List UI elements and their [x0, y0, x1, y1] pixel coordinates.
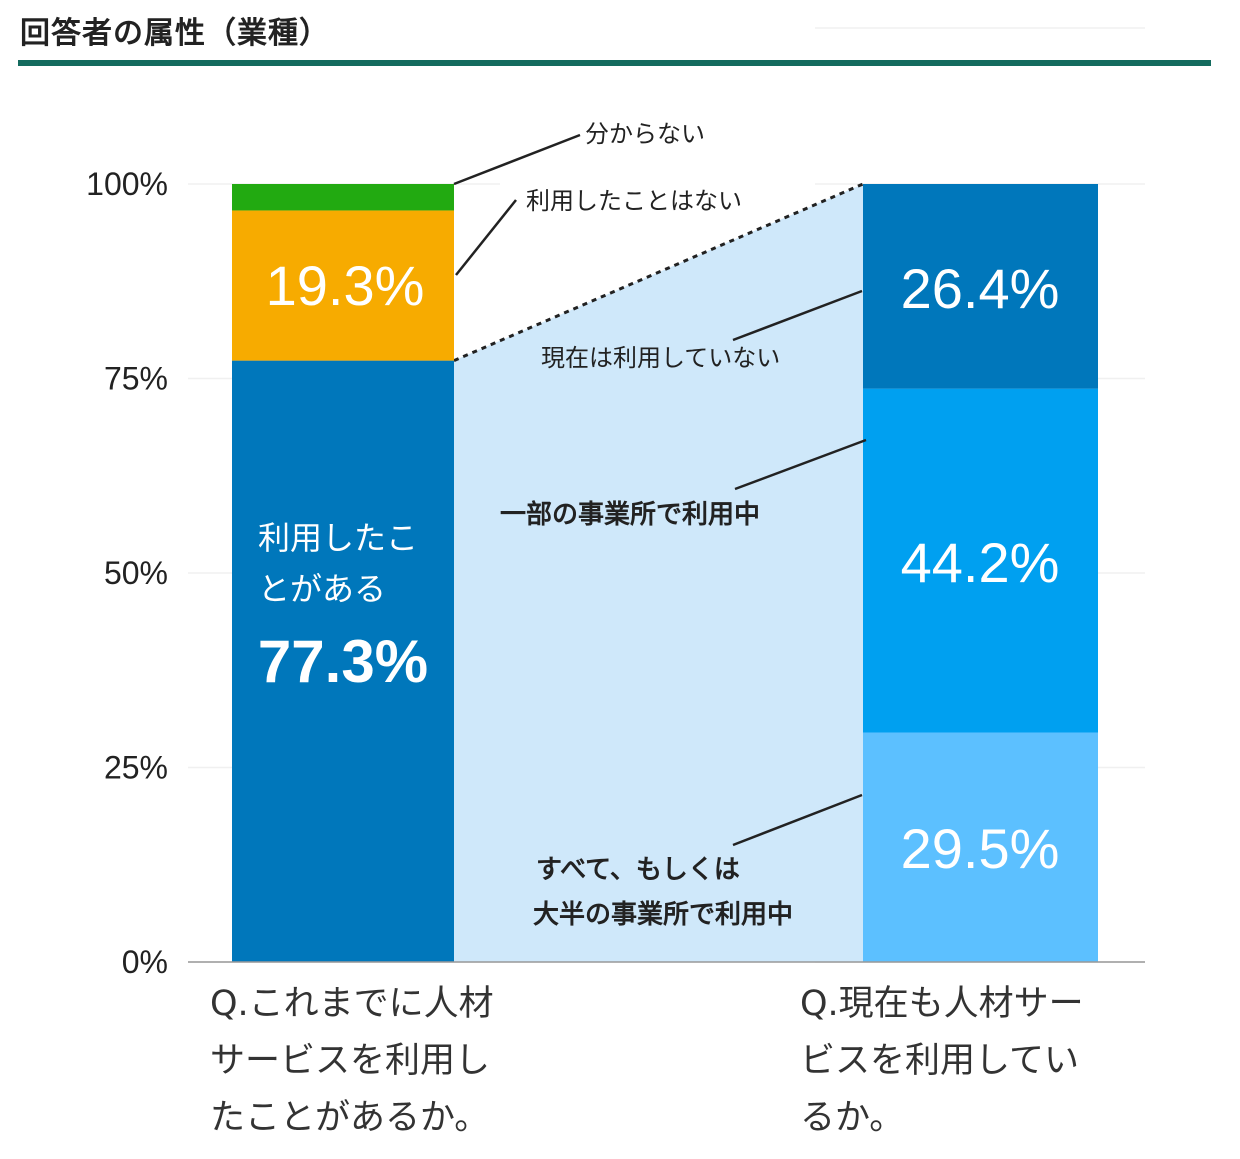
inbar-label-used-line2: とがある — [258, 570, 386, 608]
bar-segment-0-1 — [232, 210, 454, 361]
value-label-currently-not: 26.4% — [901, 257, 1060, 320]
y-axis-ticks: 0% 25% 50% 75% 100% — [86, 166, 168, 980]
bar-segment-1-0 — [863, 732, 1098, 962]
page-title: 回答者の属性（業種） — [20, 16, 330, 51]
question-1-line2: サービスを利用し — [210, 1041, 490, 1081]
y-tick-label: 100% — [86, 166, 168, 202]
value-label-all-offices: 29.5% — [901, 817, 1060, 880]
bars — [232, 184, 1098, 963]
leader-line — [455, 199, 517, 276]
value-label-some-offices: 44.2% — [901, 531, 1060, 594]
callout-some-offices: 一部の事業所で利用中 — [500, 500, 760, 530]
leader-line — [734, 438, 867, 491]
question-2-line3: るか。 — [800, 1098, 904, 1138]
y-tick-label: 0% — [122, 944, 168, 980]
question-1-line1: Q.これまでに人材 — [210, 984, 494, 1024]
inbar-label-used-line1: 利用したこ — [258, 519, 418, 557]
bar-segment-1-2 — [863, 184, 1098, 389]
question-1-line3: たことがあるか。 — [210, 1098, 489, 1138]
callout-all-offices-line2: 大半の事業所で利用中 — [533, 900, 793, 930]
bar-segment-0-0 — [232, 360, 454, 963]
y-tick-label: 75% — [104, 361, 168, 397]
title-rule — [18, 60, 1211, 66]
y-tick-label: 25% — [104, 750, 168, 786]
leader-line — [453, 133, 581, 186]
callout-never-used: 利用したことはない — [526, 187, 742, 215]
value-label-never-used: 19.3% — [266, 254, 425, 317]
connector-dotted-line — [453, 182, 864, 362]
y-tick-label: 50% — [104, 555, 168, 591]
question-2-line2: ビスを利用してい — [800, 1041, 1079, 1081]
question-2-line1: Q.現在も人材サー — [800, 984, 1084, 1024]
chart-header: 回答者の属性（業種） — [18, 0, 1211, 68]
leader-lines — [453, 133, 867, 847]
callout-unknown: 分からない — [585, 120, 705, 148]
callout-currently-not-using: 現在は利用していない — [541, 344, 780, 372]
leader-line — [732, 793, 863, 847]
value-label-used: 77.3% — [258, 628, 428, 695]
leader-line — [732, 289, 863, 342]
bar-segment-0-2 — [232, 184, 454, 211]
connector-band — [454, 184, 863, 962]
bar-segment-1-1 — [863, 388, 1098, 733]
callout-all-offices-line1: すべて、もしくは — [536, 855, 740, 885]
